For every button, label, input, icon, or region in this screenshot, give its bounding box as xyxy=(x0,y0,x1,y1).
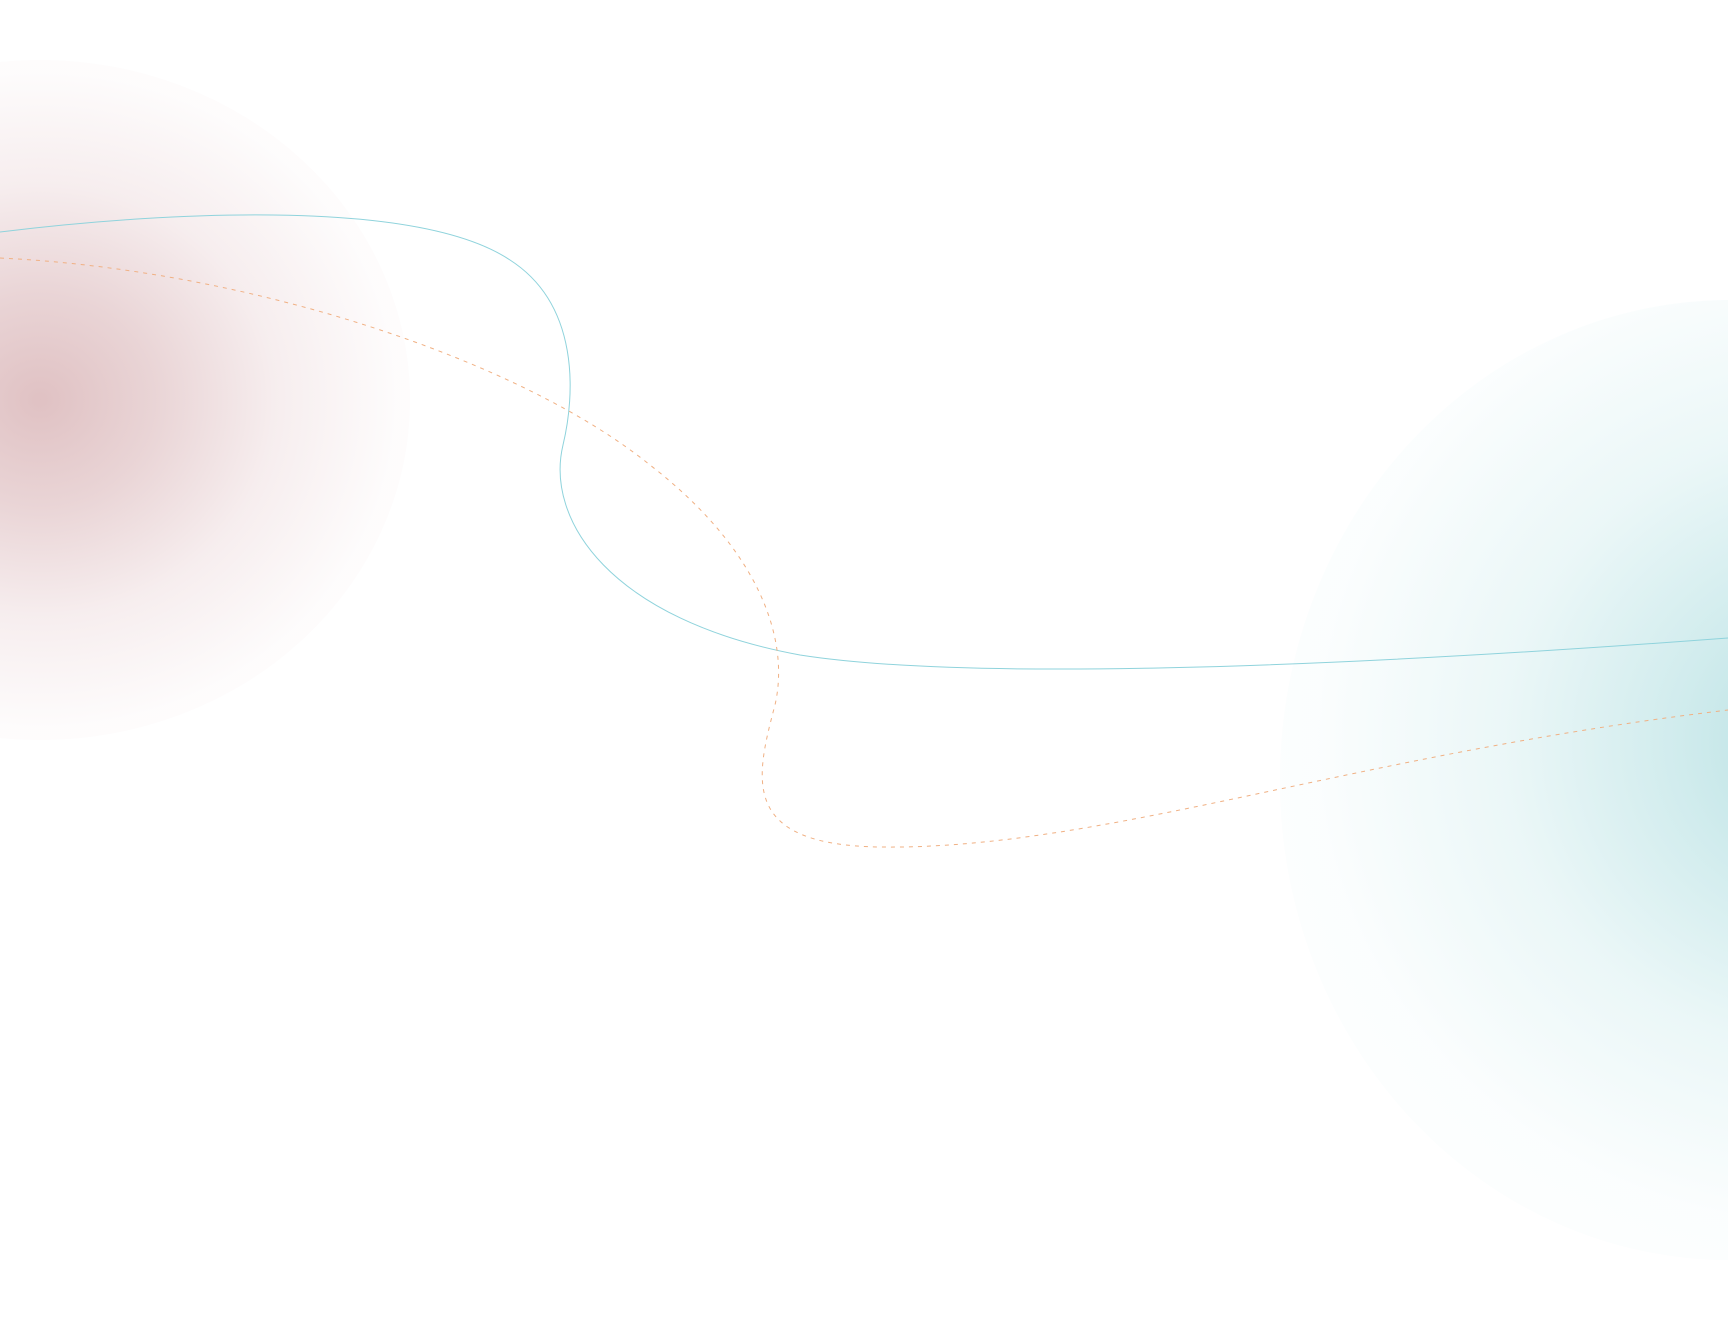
solid-curve-line xyxy=(0,214,1728,670)
dashed-curve-line xyxy=(0,257,1728,848)
